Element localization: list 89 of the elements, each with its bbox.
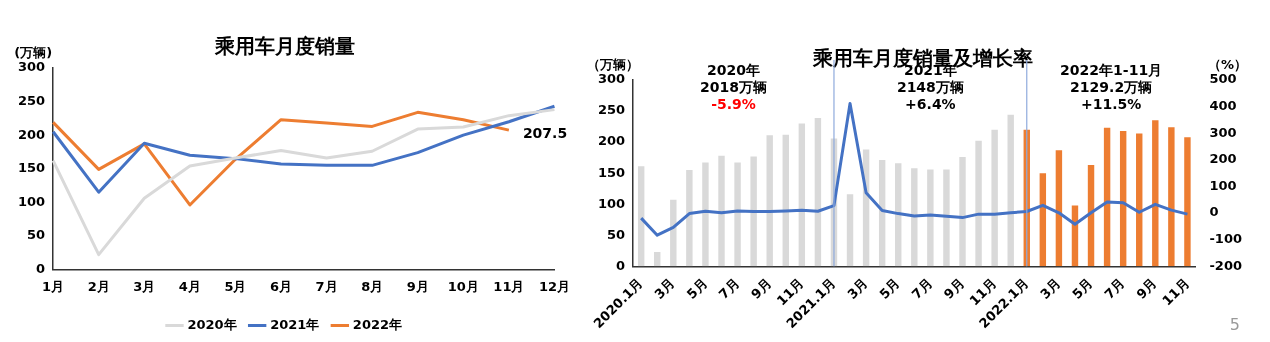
bar: [670, 199, 677, 267]
bar: [959, 157, 966, 267]
bar: [975, 140, 982, 267]
y-tick-label: 50: [27, 227, 46, 243]
x-tick-label: 11月: [493, 278, 525, 294]
bar: [1184, 137, 1191, 267]
bar: [991, 129, 998, 267]
y-tick-label: 250: [18, 92, 46, 108]
x-tick-label: 5月: [683, 275, 710, 302]
x-tick-label: 8月: [361, 278, 384, 294]
x-tick-label: 9月: [406, 278, 429, 294]
bar: [878, 160, 886, 267]
bar: [1152, 120, 1159, 267]
y-tick-label: 0: [616, 257, 626, 273]
y-tick-label: 200: [18, 126, 46, 142]
bar: [782, 134, 789, 267]
x-tick-label: 9月: [1133, 275, 1160, 302]
bar: [734, 162, 741, 267]
bar: [814, 117, 822, 267]
bar: [654, 252, 661, 267]
bar: [766, 135, 773, 267]
y2-tick-label: 300: [1209, 124, 1237, 140]
bar: [686, 170, 693, 267]
y-tick-label: 250: [598, 102, 626, 118]
x-tick-label: 11月: [1159, 275, 1192, 309]
x-tick-label: 9月: [940, 275, 968, 302]
x-tick-label: 2月: [87, 278, 110, 294]
bar: [846, 194, 854, 267]
y2-tick-label: -200: [1209, 257, 1243, 273]
y-tick-label: 300: [598, 71, 626, 87]
y-axis-title: (万辆): [14, 44, 53, 60]
x-tick-label: 5月: [224, 278, 247, 294]
bar: [1007, 114, 1014, 267]
chart-title: 乘用车月度销量: [214, 34, 355, 59]
x-tick-label: 7月: [908, 275, 935, 302]
y-tick-label: 100: [18, 193, 46, 209]
bar: [718, 155, 725, 267]
legend-label: 2020年: [187, 316, 237, 332]
text: 5: [1229, 315, 1240, 334]
x-tick-label: 12月: [538, 278, 570, 294]
y-axis-title: （万辆）: [587, 56, 640, 72]
bar: [702, 162, 709, 267]
y2-tick-label: 0: [1209, 204, 1219, 220]
bar: [750, 156, 757, 267]
x-tick-label: 3月: [844, 275, 871, 302]
x-tick-label: 6月: [269, 278, 293, 294]
bar: [943, 169, 950, 267]
legend-label: 2021年: [270, 316, 320, 332]
bar: [1055, 150, 1063, 267]
x-tick-label: 5月: [1069, 275, 1096, 302]
bar: [911, 168, 918, 267]
bar: [1168, 127, 1175, 267]
data-label: 207.5: [522, 124, 568, 141]
y2-tick-label: 100: [1209, 177, 1237, 193]
y-tick-label: 150: [598, 164, 626, 180]
y-tick-label: 200: [598, 133, 626, 149]
x-tick-label: 4月: [178, 278, 201, 294]
bar: [798, 123, 806, 267]
annotation: 2022年1-11月 2129.2万辆 +11.5%: [1060, 61, 1163, 112]
y2-tick-label: 400: [1209, 97, 1237, 113]
x-tick-label: 7月: [715, 275, 743, 302]
bar: [1039, 173, 1047, 267]
y-tick-label: 0: [36, 260, 46, 276]
x-tick-label: 3月: [133, 278, 156, 294]
y-tick-label: 50: [607, 226, 626, 242]
x-tick-label: 3月: [651, 275, 678, 302]
bar: [895, 163, 902, 267]
bar: [1087, 165, 1095, 267]
x-tick-label: 10月: [447, 278, 479, 294]
bar: [1103, 127, 1111, 267]
x-tick-label: 1月: [42, 278, 65, 294]
y2-tick-label: -100: [1209, 231, 1243, 247]
y-tick-label: 300: [18, 59, 46, 75]
x-tick-label: 5月: [876, 275, 903, 302]
bar: [927, 169, 934, 267]
x-tick-label: 7月: [1101, 275, 1128, 302]
y-tick-label: 100: [598, 195, 626, 211]
y2-tick-label: 500: [1209, 71, 1237, 87]
y2-tick-label: 200: [1209, 151, 1237, 167]
legend-label: 2022年: [352, 316, 403, 332]
x-tick-label: 9月: [748, 275, 775, 302]
y-tick-label: 150: [18, 160, 46, 176]
y2-axis-title: （%）: [1207, 56, 1247, 72]
x-tick-label: 3月: [1037, 275, 1064, 302]
x-tick-label: 7月: [315, 278, 338, 294]
bar: [1119, 130, 1127, 267]
annotation: 2020年 2018万辆 -5.9%: [700, 61, 768, 112]
bar: [1136, 133, 1143, 267]
bar: [637, 166, 645, 267]
